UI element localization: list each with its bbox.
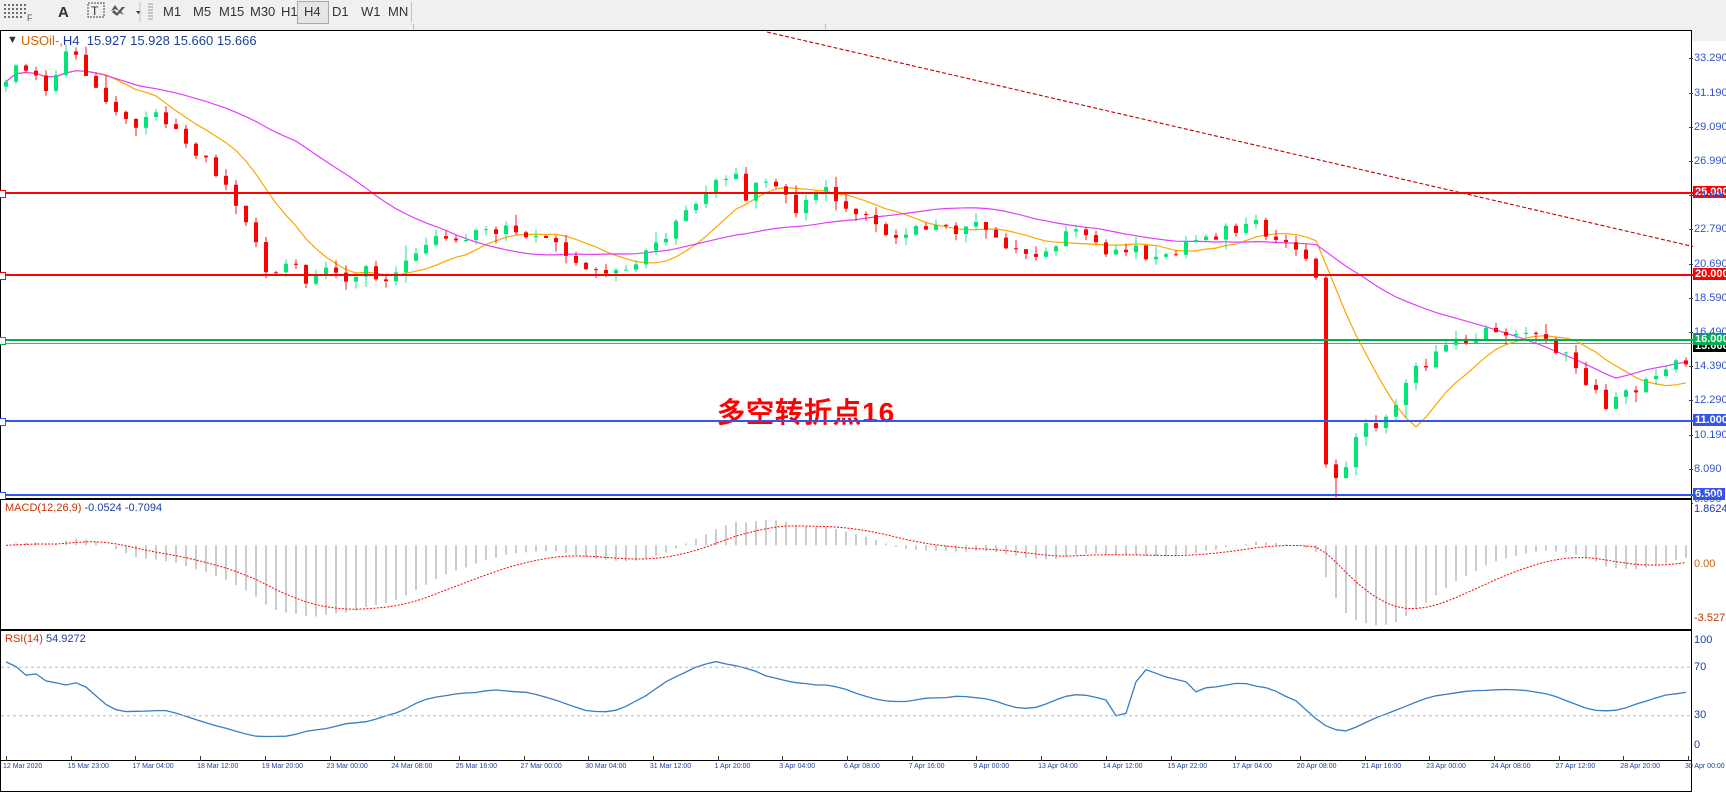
svg-text:A: A	[58, 4, 69, 21]
svg-text:F: F	[27, 13, 33, 23]
svg-text:T: T	[91, 4, 99, 18]
